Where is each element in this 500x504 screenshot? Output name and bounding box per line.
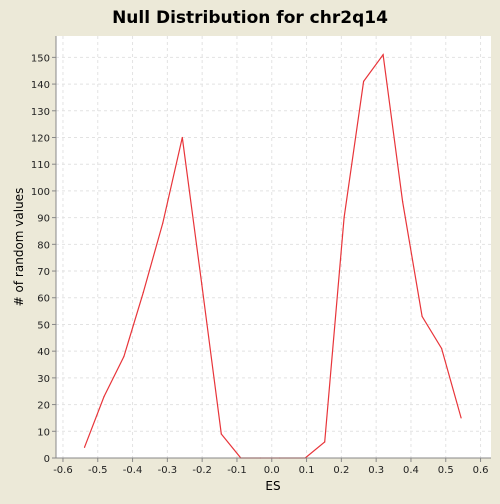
data-point [83,446,86,448]
x-tick-label: -0.6 [53,465,73,476]
x-tick-label: -0.3 [158,465,178,476]
data-point [181,136,183,139]
y-axis-label: # of random values [12,188,26,307]
data-point [123,355,125,358]
y-tick-label: 60 [37,294,50,305]
x-tick-label: -0.2 [192,465,212,476]
data-point [363,80,365,83]
y-tick-label: 100 [31,187,50,198]
y-tick-label: 80 [37,240,50,251]
y-tick-label: 150 [31,53,50,64]
data-point [162,222,164,224]
data-point [460,417,462,419]
data-point [201,283,203,285]
plot-area [56,36,491,458]
y-tick-label: 30 [37,374,50,385]
y-tick-label: 40 [37,347,50,358]
data-point [103,395,105,398]
y-tick-label: 50 [37,320,50,331]
y-tick-label: 10 [37,427,50,438]
data-point [382,54,384,56]
x-tick-label: 0.4 [403,465,419,476]
x-tick-label: 0.3 [368,465,384,476]
y-tick-label: 120 [31,133,50,144]
y-tick-label: 90 [37,214,50,225]
x-tick-label: 0.5 [438,465,454,476]
x-tick-label: 0.2 [333,465,349,476]
y-tick-label: 0 [44,454,50,465]
data-point [421,315,423,318]
y-tick-label: 140 [31,80,50,91]
y-tick-label: 110 [31,160,50,171]
x-tick-label: 0.1 [299,465,315,476]
data-point [440,347,443,350]
y-tick-label: 20 [37,401,50,412]
grid [56,36,491,459]
data-point [402,200,404,203]
y-tick-label: 70 [37,267,50,278]
x-tick-label: -0.4 [123,465,143,476]
x-tick-label: 0.6 [473,465,489,476]
x-axis: -0.6 -0.5 -0.4 -0.3 -0.2 -0.1 0.0 0.1 0.2 0.3 0.4 0… [53,458,489,476]
x-tick-label: 0.0 [264,465,280,476]
x-tick-label: -0.5 [88,465,108,476]
chart-title: Null Distribution for chr2q14 [112,8,388,28]
x-tick-label: -0.1 [227,465,247,476]
data-point [142,291,144,294]
data-point [324,441,326,443]
data-point [343,217,345,219]
x-axis-label: ES [265,479,280,493]
data-point [220,433,222,435]
y-axis: 0 10 20 30 40 50 60 70 80 90 100 110 120 130 140 150 [31,53,56,465]
y-tick-label: 130 [31,107,50,118]
